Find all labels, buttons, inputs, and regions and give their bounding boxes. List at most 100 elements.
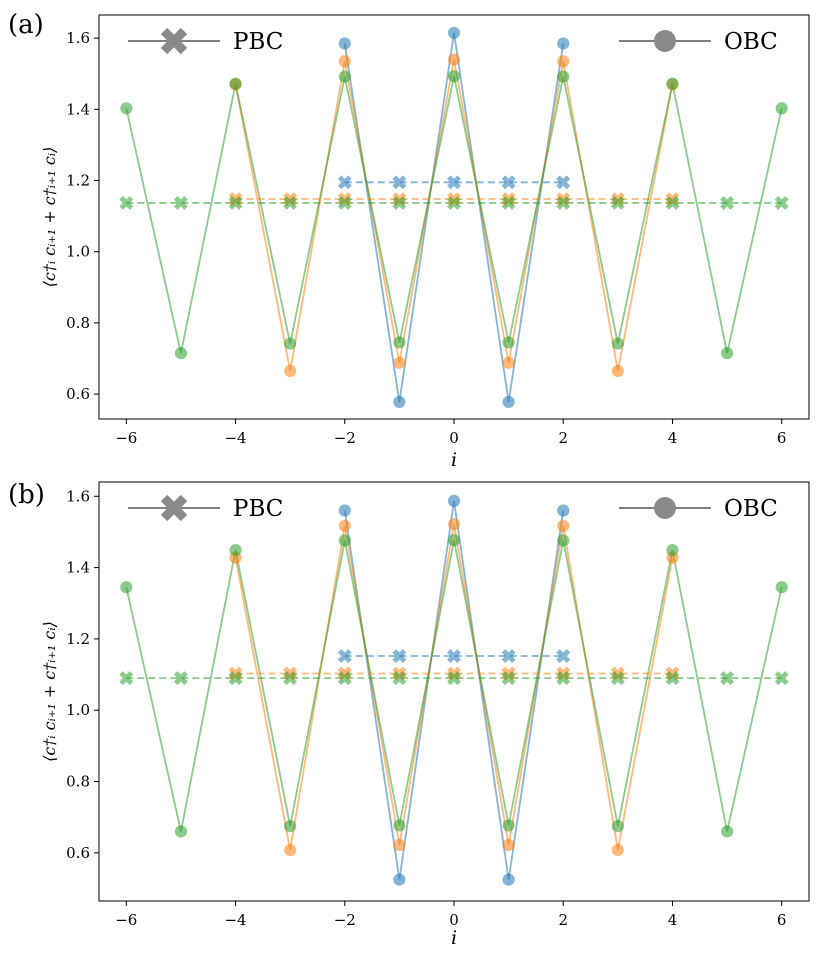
- data-point-green-obc: [611, 820, 624, 833]
- series-line-blue-obc: [343, 500, 565, 880]
- x-tick-label: 2: [558, 911, 568, 929]
- panel-label: (b): [8, 480, 45, 510]
- data-point-blue-pbc: [447, 649, 461, 663]
- data-point-green-pbc: [774, 195, 789, 210]
- data-point-blue-pbc: [556, 175, 571, 190]
- data-point-green-pbc: [337, 195, 352, 210]
- y-tick-label: 1.4: [66, 100, 90, 118]
- data-point-orange-obc: [611, 843, 624, 857]
- x-tick-label: 4: [668, 911, 678, 929]
- x-tick-label: −4: [224, 911, 246, 929]
- x-tick-label: −6: [115, 911, 137, 929]
- data-point-green-obc: [174, 347, 188, 360]
- data-point-green-pbc: [228, 195, 243, 210]
- data-point-blue-obc: [557, 37, 570, 50]
- data-point-blue-pbc: [501, 649, 516, 663]
- legend-pbc: PBC: [128, 494, 283, 522]
- data-point-blue-pbc: [501, 175, 516, 190]
- data-point-blue-pbc: [556, 649, 571, 663]
- data-point-green-pbc: [610, 195, 625, 210]
- series-lines: [125, 32, 783, 403]
- x-tick-label: −6: [115, 429, 137, 447]
- data-point-blue-pbc: [392, 649, 407, 663]
- legend-obc: OBC: [619, 29, 778, 55]
- x-tick-label: 4: [668, 429, 678, 447]
- data-point-green-obc: [611, 337, 624, 350]
- y-tick-label: 0.8: [66, 773, 90, 791]
- data-point-orange-obc: [502, 356, 515, 369]
- data-point-green-obc: [775, 581, 788, 594]
- data-point-green-pbc: [665, 671, 680, 686]
- data-point-green-pbc: [720, 195, 735, 210]
- data-point-green-obc: [666, 544, 679, 557]
- data-point-green-pbc: [556, 671, 571, 686]
- data-point-green-obc: [393, 819, 406, 832]
- data-point-orange-obc: [284, 364, 297, 378]
- chart-panel-a: (a) −6 −4 −2 0 2 4 6 0.6 0.8 1.0 1.2 1.4 1.6 i ⟨c†ᵢ cᵢ₊…: [8, 10, 810, 471]
- data-point-green-obc: [229, 544, 242, 557]
- y-tick-label: 1.0: [66, 243, 90, 261]
- data-point-green-obc: [720, 825, 734, 838]
- data-point-green-pbc: [119, 671, 134, 686]
- data-point-green-obc: [120, 581, 133, 594]
- legend-circle-marker: [654, 30, 676, 52]
- data-point-orange-obc: [447, 517, 461, 531]
- y-tick-label: 1.6: [66, 487, 90, 505]
- x-tick-label: −2: [334, 429, 356, 447]
- data-point-green-pbc: [774, 671, 789, 686]
- data-point-green-obc: [284, 337, 297, 350]
- x-tick-label: −2: [334, 911, 356, 929]
- x-tick-label: 6: [777, 911, 787, 929]
- legend-label: OBC: [724, 496, 778, 522]
- data-point-green-pbc: [501, 195, 516, 210]
- data-point-orange-obc: [338, 55, 351, 68]
- data-point-green-obc: [666, 77, 679, 90]
- data-point-blue-obc: [338, 504, 351, 517]
- legend-label: OBC: [724, 29, 778, 55]
- data-point-orange-obc: [557, 55, 570, 68]
- data-point-green-pbc: [392, 671, 407, 686]
- data-point-green-pbc: [610, 671, 625, 686]
- data-point-green-pbc: [392, 195, 407, 210]
- y-tick-label: 1.2: [66, 172, 90, 190]
- data-point-green-pbc: [228, 671, 243, 686]
- data-point-orange-obc: [338, 519, 351, 532]
- data-point-green-pbc: [501, 671, 516, 686]
- data-point-green-pbc: [720, 671, 735, 686]
- data-point-green-obc: [284, 820, 297, 833]
- data-point-blue-obc: [502, 873, 515, 886]
- data-point-green-obc: [447, 534, 461, 547]
- y-tick-label: 0.8: [66, 314, 90, 332]
- data-point-green-pbc: [556, 195, 571, 210]
- series-line-green-obc: [125, 76, 783, 354]
- data-point-green-pbc: [283, 195, 298, 210]
- data-point-green-pbc: [447, 195, 461, 210]
- data-point-green-obc: [502, 336, 515, 349]
- series-markers: [119, 494, 789, 886]
- data-point-green-pbc: [337, 671, 352, 686]
- y-tick-label: 1.2: [66, 630, 90, 648]
- data-point-orange-obc: [393, 838, 406, 852]
- data-point-green-pbc: [173, 671, 188, 686]
- data-point-green-obc: [338, 534, 351, 547]
- data-point-green-obc: [557, 534, 570, 547]
- data-point-green-obc: [229, 77, 242, 90]
- data-point-blue-pbc: [337, 175, 352, 190]
- y-tick-label: 1.6: [66, 29, 90, 47]
- x-tick-label: 0: [449, 911, 459, 929]
- data-point-blue-obc: [502, 395, 515, 409]
- legend-label: PBC: [233, 496, 283, 522]
- data-point-blue-obc: [338, 37, 351, 50]
- data-point-green-obc: [502, 819, 515, 832]
- x-tick-label: 2: [558, 429, 568, 447]
- data-point-blue-pbc: [447, 175, 461, 190]
- legend-circle-marker: [654, 497, 676, 519]
- legend-obc: OBC: [619, 496, 778, 522]
- x-axis-label: i: [451, 927, 457, 949]
- series-lines: [125, 500, 783, 880]
- data-point-blue-pbc: [337, 649, 352, 663]
- chart-panel-b: (b) −6 −4 −2 0 2 4 6 0.6 0.8 1.0 1.2 1.4 1.6 i ⟨c†ᵢ cᵢ₊…: [8, 480, 810, 949]
- series-line-blue-obc: [343, 32, 565, 403]
- data-point-orange-obc: [611, 364, 624, 378]
- data-point-green-pbc: [119, 195, 134, 210]
